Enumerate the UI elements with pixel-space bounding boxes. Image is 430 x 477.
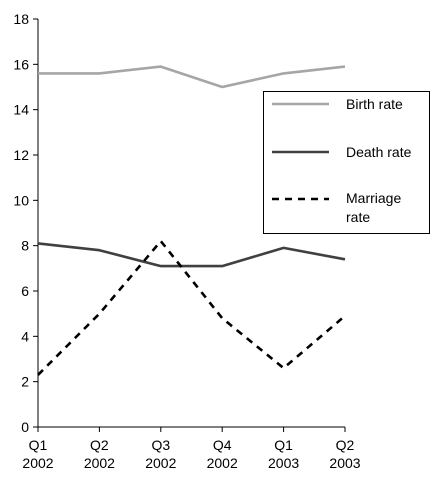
series-line-birth-rate	[38, 65, 346, 89]
legend-box	[263, 91, 430, 234]
y-tick-label: 14	[13, 102, 29, 118]
x-tick-label: Q2 2003	[329, 437, 360, 471]
y-tick-label: 12	[13, 147, 29, 163]
y-tick-label: 10	[13, 192, 29, 208]
y-tick-label: 2	[21, 374, 29, 390]
y-tick-label: 4	[21, 328, 29, 344]
x-tick-label: Q3 2002	[145, 437, 176, 471]
legend-label: Birth rate	[346, 96, 403, 112]
legend-label: Death rate	[346, 144, 412, 160]
y-tick-label: 6	[21, 283, 29, 299]
x-tick-label: Q1 2002	[22, 437, 53, 471]
x-tick-label: Q4 2002	[207, 437, 238, 471]
y-tick-label: 8	[21, 238, 29, 254]
legend: Birth rate Death rate Marriage rate	[263, 91, 430, 234]
y-tick-label: 18	[13, 11, 29, 27]
series-line-death-rate	[37, 242, 346, 268]
series-layer	[37, 65, 346, 376]
y-tick-label: 16	[13, 56, 29, 72]
x-tick-label: Q1 2003	[268, 437, 299, 471]
axes: 0 2 4 6 8 10 12 14 16 18 Q1 2002 Q2 2002 Q3 2002 Q4 2002 Q…	[13, 11, 360, 471]
series-line-marriage-rate	[37, 239, 346, 376]
legend-label: Marriage rate	[346, 190, 401, 225]
y-tick-label: 0	[21, 419, 29, 435]
x-tick-label: Q2 2002	[84, 437, 115, 471]
